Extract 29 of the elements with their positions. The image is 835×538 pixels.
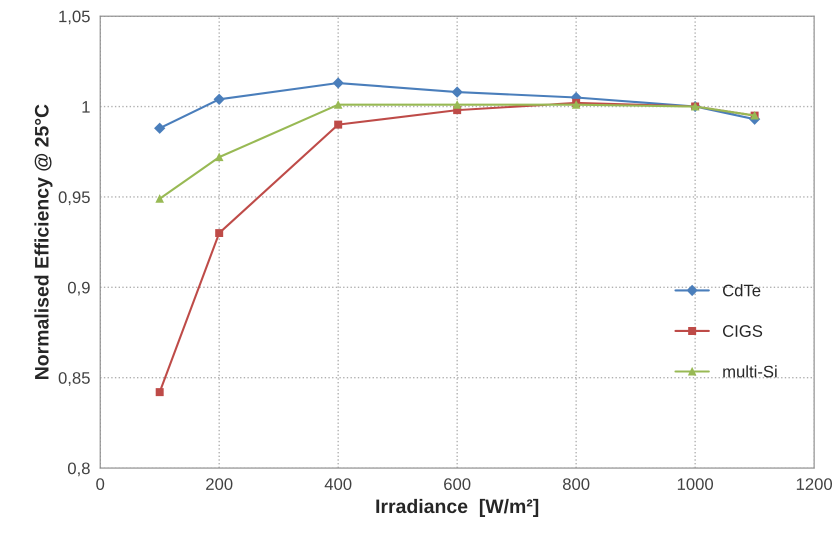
legend-label: multi-Si	[723, 365, 777, 378]
x-tick-label: 1000	[678, 478, 714, 490]
x-tick-label: 600	[444, 478, 470, 490]
point	[214, 94, 225, 105]
y-tick-label: 1,05	[59, 10, 90, 24]
x-tick-label: 400	[324, 478, 352, 490]
point	[215, 153, 224, 162]
legend-label: CdTe	[722, 284, 760, 296]
point	[334, 100, 342, 109]
point	[154, 122, 166, 134]
x-tick-label: 800	[562, 478, 590, 490]
y-tick-label: 0,95	[58, 191, 90, 206]
x-tick-label: 200	[206, 478, 232, 490]
point	[452, 86, 463, 98]
y-tick-label: 0,85	[58, 372, 90, 386]
point	[332, 78, 344, 88]
point	[334, 120, 342, 129]
y-tick-label: 1	[82, 101, 90, 113]
x-tick-label: 0	[96, 478, 104, 490]
x-tick-label: 1200	[796, 478, 832, 490]
point	[453, 100, 462, 109]
legend-label: CIGS	[722, 325, 762, 337]
point	[215, 229, 224, 238]
point	[156, 388, 164, 396]
y-tick-label: 0,9	[68, 282, 90, 296]
y-tick-label: 0,8	[68, 462, 90, 476]
point	[156, 194, 164, 203]
x-axis-title: Irradiance [W/m²]	[376, 498, 538, 517]
y-axis-title: Normalised Efficiency @ 25°C	[34, 104, 52, 379]
